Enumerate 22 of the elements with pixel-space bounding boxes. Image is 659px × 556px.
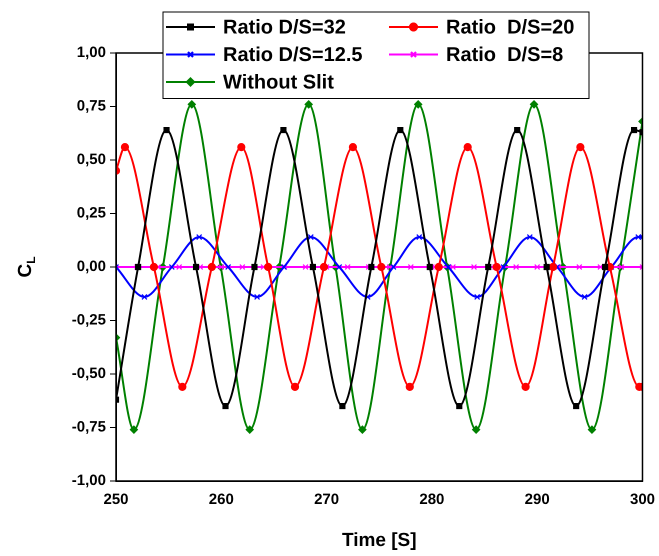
y-tick-label: 0,75 — [76, 98, 106, 115]
legend-label: Ratio D/S=20 — [446, 16, 574, 39]
legend-label: Ratio D/S=12.5 — [223, 44, 363, 66]
y-tick-label: -0,50 — [72, 365, 106, 382]
x-axis-title: Time [S] — [342, 530, 417, 551]
y-tick-label: -0,25 — [72, 312, 106, 329]
y-tick-label: -1,00 — [72, 472, 106, 490]
y-tick-label: 1,00 — [76, 44, 106, 62]
x-tick-label: 300 — [630, 491, 655, 508]
y-tick-label: 0,25 — [76, 204, 106, 222]
x-tick-label: 250 — [103, 491, 129, 508]
y-tick-label: 0,50 — [76, 151, 106, 168]
legend-label: Without Slit — [223, 72, 334, 94]
x-tick-label: 290 — [524, 491, 550, 508]
legend-label: Ratio D/S=8 — [446, 44, 564, 66]
x-tick-label: 280 — [419, 491, 444, 508]
x-tick-label: 260 — [208, 491, 234, 508]
legend-label: Ratio D/S=32 — [223, 16, 346, 39]
y-tick-label: 0,00 — [76, 258, 106, 276]
y-tick-label: -0,75 — [72, 418, 106, 436]
y-axis-title: CL — [15, 256, 38, 278]
x-tick-label: 270 — [314, 491, 340, 508]
